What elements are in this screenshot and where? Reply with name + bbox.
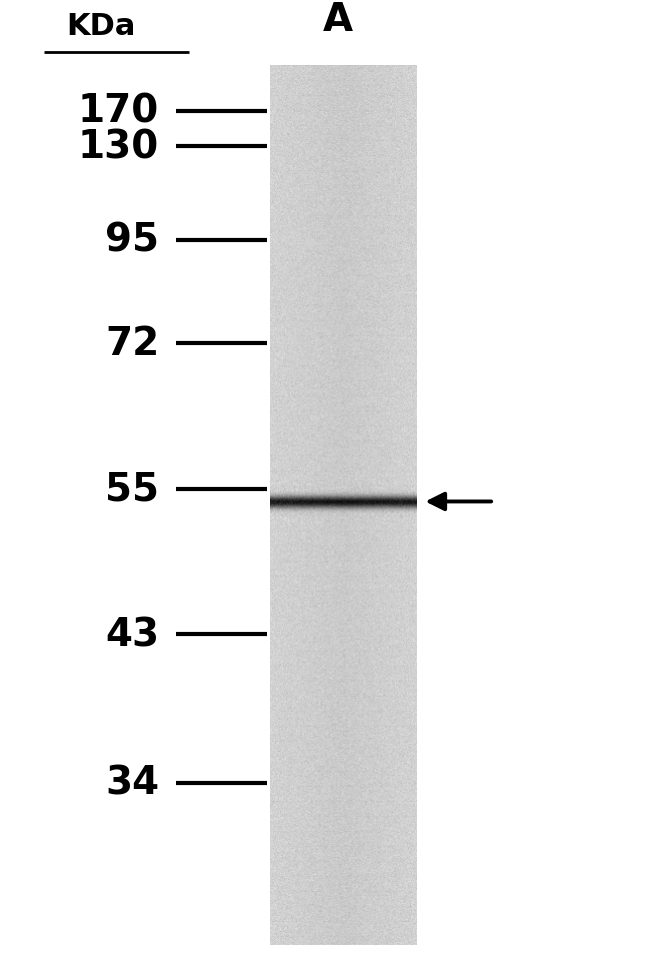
Text: 95: 95 [105,221,159,260]
Text: A: A [323,1,353,39]
Text: 170: 170 [78,92,159,131]
Text: KDa: KDa [66,12,135,41]
Text: 130: 130 [78,128,159,167]
Text: 43: 43 [105,615,159,654]
Text: 34: 34 [105,764,159,802]
Text: 55: 55 [105,470,159,509]
Text: 72: 72 [105,325,159,363]
